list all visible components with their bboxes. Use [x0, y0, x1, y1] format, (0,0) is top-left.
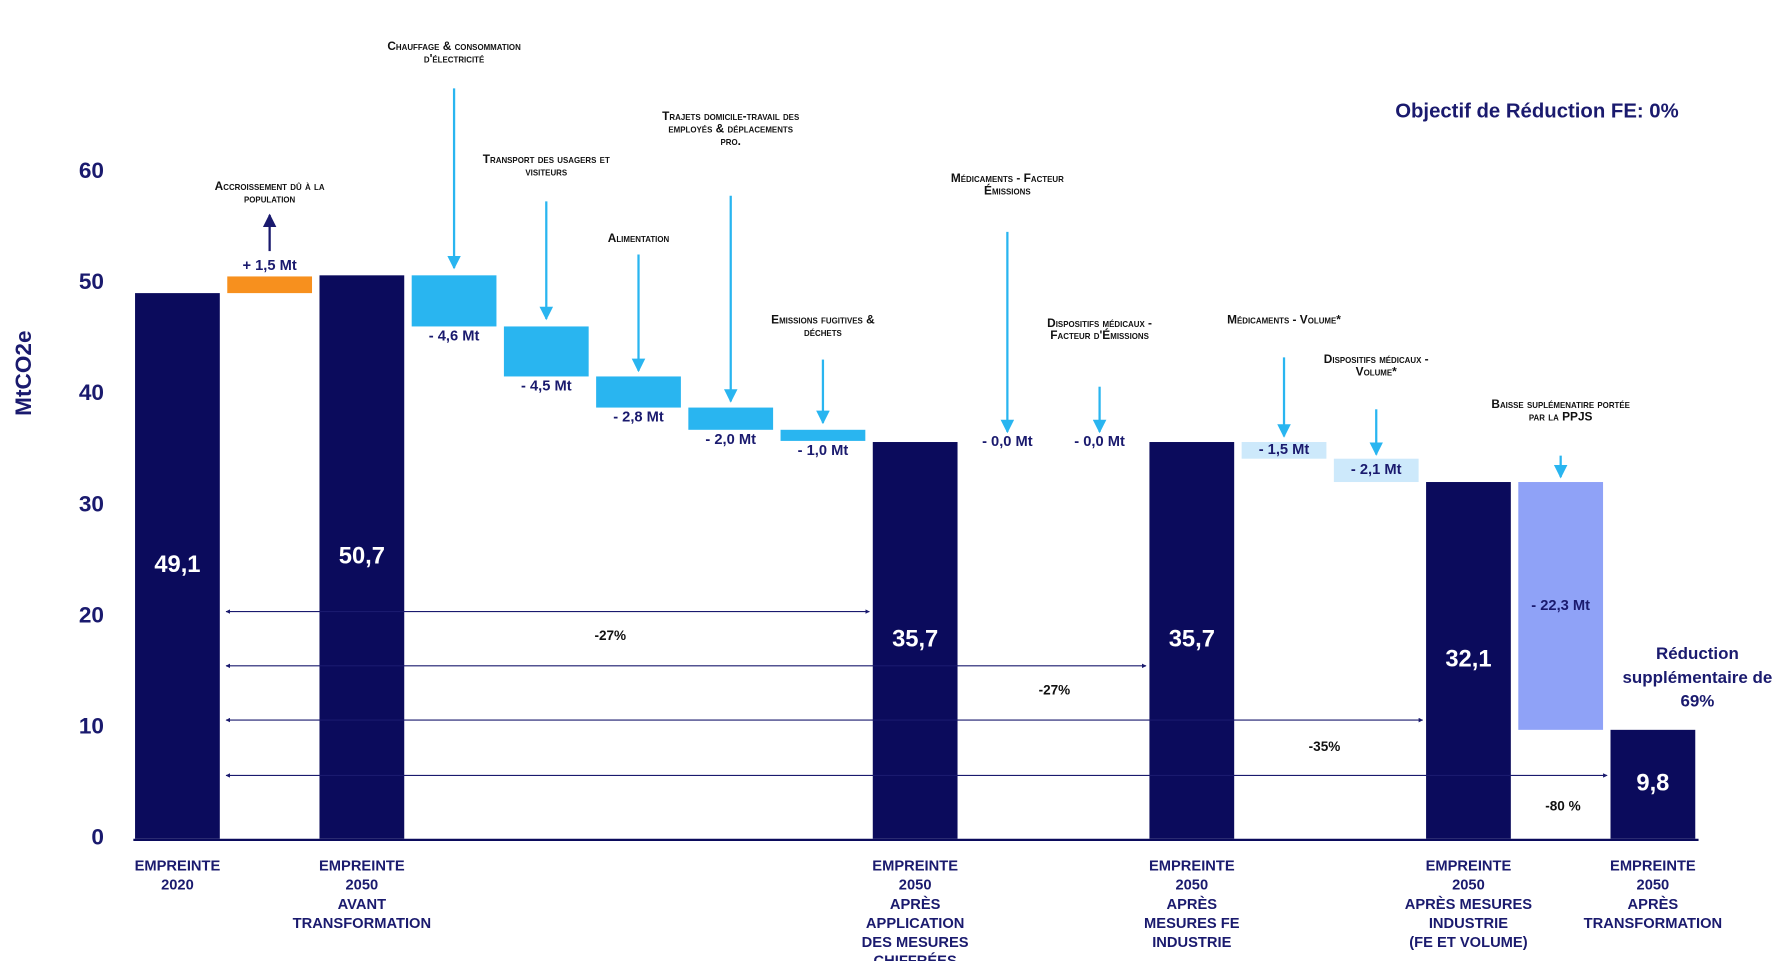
annotation: Transport des usagers et visiteurs [482, 153, 610, 179]
value-label: 50,7 [339, 543, 385, 569]
annotation: Alimentation [607, 233, 670, 246]
category-label: Empreinte 2050 après mesures industrie (… [1404, 856, 1533, 951]
annotation-box: Trajets domicile-travail des employés & … [662, 110, 800, 149]
value-label: - 4,6 Mt [429, 328, 480, 344]
category-label-box: Empreinte 2050 après mesures FE industri… [1144, 856, 1240, 951]
annotation: Baisse suplémenatire portée par la PPJS [1491, 399, 1630, 425]
y-tick-label: 10 [79, 714, 104, 739]
value-label: + 1,5 Mt [242, 258, 296, 274]
span-label: -35% [1309, 739, 1341, 754]
bar [411, 275, 497, 327]
category-label-box: Empreinte 2050 après application des mes… [861, 856, 969, 966]
annotation: Trajets domicile-travail des employés & … [662, 110, 800, 149]
annotation-box: Alimentation [607, 233, 670, 246]
y-axis-label: MtCO2e [11, 330, 36, 415]
category-label-box: Empreinte 2020 [134, 856, 221, 893]
value-label: 35,7 [1169, 627, 1215, 653]
annotation: Dispositifs médicaux - Facteur d'Émissio… [1047, 317, 1152, 343]
side-note-box: Réduction supplémentaire de 69% [1622, 644, 1772, 712]
bar [227, 276, 313, 294]
y-tick-label: 50 [79, 269, 104, 294]
bar [1333, 458, 1419, 483]
span-label: -80 % [1545, 799, 1580, 814]
span-label: -27% [1039, 682, 1071, 697]
annotation-box: Médicaments - Facteur Émissions [950, 173, 1064, 198]
value-label: - 2,1 Mt [1351, 462, 1402, 478]
value-label: 49,1 [154, 552, 200, 578]
value-label: - 22,3 Mt [1531, 598, 1590, 614]
value-label: - 0,0 Mt [982, 434, 1033, 450]
y-tick-label: 60 [79, 158, 104, 183]
annotation: Médicaments - Facteur Émissions [950, 173, 1064, 198]
value-label: - 2,0 Mt [705, 432, 756, 448]
bar [1610, 729, 1696, 839]
value-label: 9,8 [1636, 771, 1669, 797]
annotation-box: Médicaments - Volume* [1227, 314, 1341, 327]
value-label: - 4,5 Mt [521, 379, 572, 395]
annotation: Médicaments - Volume* [1227, 314, 1341, 327]
span-label: -27% [594, 628, 626, 643]
value-label: - 0,0 Mt [1074, 434, 1125, 450]
category-label: Empreinte 2050 après mesures FE industri… [1144, 856, 1240, 951]
value-label: - 2,8 Mt [613, 410, 664, 426]
bar [1149, 442, 1235, 839]
annotation-box: Emissions fugitives & déchets [771, 314, 875, 340]
side-note: Réduction supplémentaire de 69% [1622, 644, 1772, 712]
bar [688, 407, 774, 430]
annotation-box: Dispositifs médicaux - Facteur d'Émissio… [1047, 317, 1152, 343]
bar [1426, 482, 1511, 839]
annotation-box: Transport des usagers et visiteurs [482, 153, 610, 179]
category-label: Empreinte 2020 [134, 856, 221, 893]
chart-title: Objectif de Réduction FE: 0% [1395, 100, 1679, 122]
bar [319, 275, 405, 839]
annotation-box: Dispositifs médicaux - Volume* [1323, 353, 1429, 379]
bar [596, 376, 681, 408]
category-label-box: Empreinte 2050 après mesures industrie (… [1404, 856, 1533, 951]
bar [135, 293, 220, 839]
category-label-box: Empreinte 2050 avant transformation [292, 856, 432, 932]
y-tick-label: 0 [91, 825, 104, 850]
annotation: Accroissement dû à la population [214, 181, 325, 206]
annotation: Dispositifs médicaux - Volume* [1323, 353, 1429, 379]
annotation: Chauffage & consommation d'électricité [387, 40, 521, 66]
y-tick-label: 40 [79, 380, 104, 405]
annotation: Emissions fugitives & déchets [771, 314, 875, 340]
category-label: Empreinte 2050 après transformation [1583, 856, 1723, 932]
y-tick-label: 20 [79, 602, 104, 627]
value-label: 32,1 [1445, 647, 1491, 673]
category-label-box: Empreinte 2050 après transformation [1583, 856, 1723, 932]
bar [503, 326, 589, 377]
category-label: Empreinte 2050 avant transformation [292, 856, 432, 932]
value-label: - 1,5 Mt [1259, 442, 1310, 458]
bar [1518, 482, 1604, 730]
annotation-box: Baisse suplémenatire portée par la PPJS [1491, 399, 1630, 425]
category-label: Empreinte 2050 après application des mes… [861, 856, 969, 966]
y-tick-label: 30 [79, 491, 104, 516]
value-label: - 1,0 Mt [798, 443, 849, 459]
bar [780, 429, 866, 441]
value-label: 35,7 [892, 627, 938, 653]
bar [1241, 442, 1327, 459]
annotation-box: Accroissement dû à la population [214, 181, 325, 206]
bar [872, 442, 958, 839]
annotation-box: Chauffage & consommation d'électricité [387, 40, 521, 66]
